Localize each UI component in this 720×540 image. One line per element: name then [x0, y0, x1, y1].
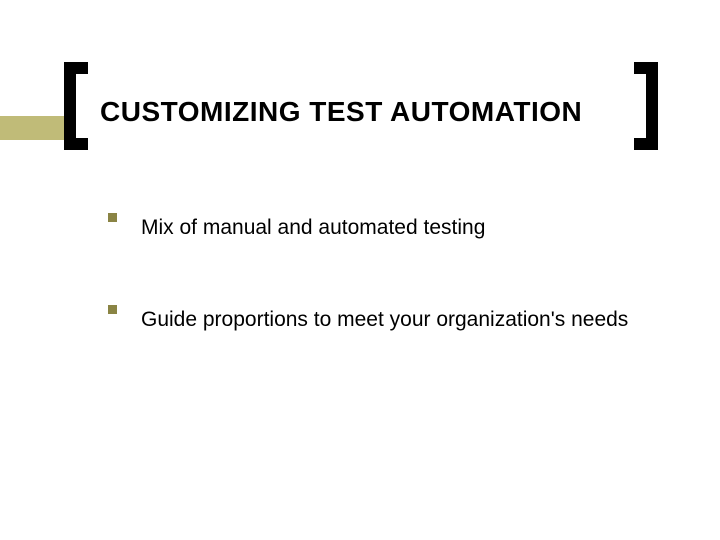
- bullet-text: Mix of manual and automated testing: [141, 204, 485, 252]
- bullet-icon: [108, 213, 117, 222]
- bullet-text: Guide proportions to meet your organizat…: [141, 296, 628, 344]
- list-item: Mix of manual and automated testing: [108, 204, 648, 252]
- slide-title: CUSTOMIZING TEST AUTOMATION: [100, 96, 582, 128]
- right-bracket-decoration: [634, 62, 658, 150]
- bullet-icon: [108, 305, 117, 314]
- bullet-list: Mix of manual and automated testing Guid…: [108, 204, 648, 389]
- list-item: Guide proportions to meet your organizat…: [108, 296, 648, 344]
- left-bracket-decoration: [64, 62, 88, 150]
